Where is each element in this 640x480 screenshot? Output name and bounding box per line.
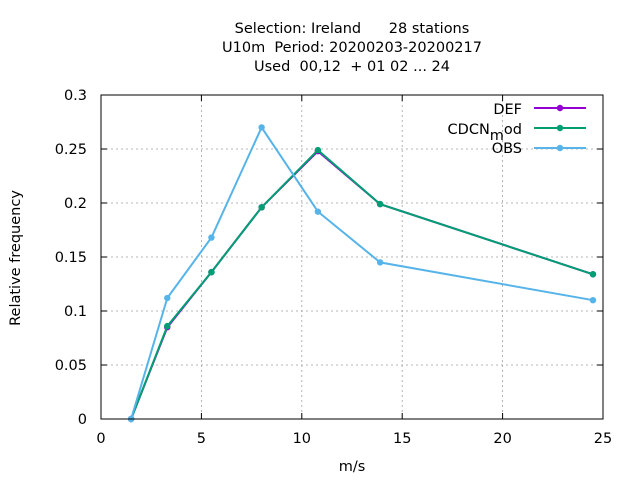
legend-item-cdcn: CDCNmod xyxy=(448,122,586,144)
plot-border xyxy=(100,94,604,420)
data-point xyxy=(208,234,215,241)
x-tick-label: 10 xyxy=(293,431,311,447)
legend-label-def: DEF xyxy=(493,102,522,118)
legend-item-obs: OBS xyxy=(492,141,586,157)
legend-label-cdcn-sub: m xyxy=(490,128,504,144)
x-axis-label: m/s xyxy=(339,459,366,475)
legend-label-cdcn-tail: od xyxy=(504,122,522,138)
y-tick-label: 0.05 xyxy=(55,358,87,374)
series-line xyxy=(130,126,594,420)
legend-item-def: DEF xyxy=(493,102,586,118)
data-point xyxy=(376,259,384,266)
y-tick-label: 0 xyxy=(78,412,87,428)
x-tick-label: 5 xyxy=(197,431,206,447)
legend-marker-cdcn xyxy=(556,124,564,132)
y-tick-label: 0.25 xyxy=(55,142,87,158)
chart-title: Selection: Ireland 28 stations U10m Peri… xyxy=(222,21,482,75)
y-tick-label: 0.3 xyxy=(64,88,87,104)
y-tick-label: 0.2 xyxy=(64,196,87,212)
data-point xyxy=(258,204,265,211)
x-tick-label: 20 xyxy=(493,431,511,447)
series-obs xyxy=(127,124,597,423)
title-line-1: Selection: Ireland 28 stations xyxy=(235,21,470,37)
title-line-3: Used 00,12 + 01 02 ... 24 xyxy=(254,59,450,75)
y-axis-label: Relative frequency xyxy=(8,190,24,326)
legend-label-cdcn: CDCNmod xyxy=(448,122,522,144)
grid xyxy=(101,95,603,419)
y-tick-label: 0.1 xyxy=(64,304,87,320)
series-cdcn xyxy=(127,146,597,423)
series-group xyxy=(127,124,597,423)
series-line xyxy=(130,149,594,420)
data-point xyxy=(589,271,597,278)
data-point xyxy=(589,297,597,304)
data-point xyxy=(164,294,171,302)
title-line-2: U10m Period: 20200203-20200217 xyxy=(222,40,482,56)
data-point xyxy=(376,200,384,208)
data-point xyxy=(314,208,322,215)
data-point xyxy=(258,124,265,131)
x-tick-label: 0 xyxy=(96,431,105,447)
legend-label-obs: OBS xyxy=(492,141,522,157)
data-point xyxy=(314,146,322,154)
legend-marker-def xyxy=(556,104,564,112)
data-point xyxy=(164,322,171,330)
x-tick-label: 15 xyxy=(393,431,411,447)
tick-labels: 0 5 10 15 20 25 0 0.05 0.1 0.15 0.2 0.25 0.3 xyxy=(55,88,613,447)
legend-marker-obs xyxy=(556,144,564,152)
x-tick-label: 25 xyxy=(594,431,612,447)
legend-label-cdcn-main: CDCN xyxy=(448,122,490,138)
legend: DEF CDCNmod OBS xyxy=(448,102,586,157)
y-tick-label: 0.15 xyxy=(55,250,87,266)
data-point xyxy=(208,268,215,276)
